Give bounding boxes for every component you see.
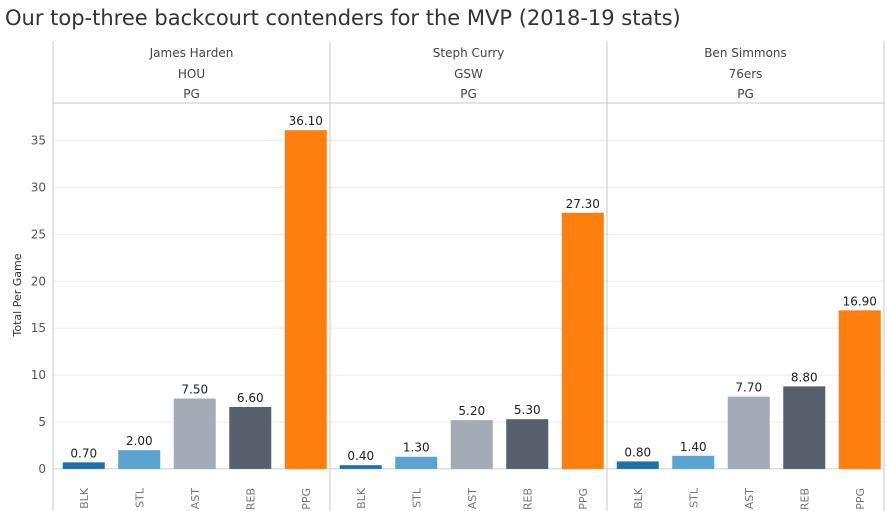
x-category-label: REB <box>521 488 534 510</box>
x-category-label: AST <box>466 488 479 510</box>
data-label: 5.30 <box>514 403 541 417</box>
x-category-label: STL <box>410 487 423 508</box>
data-label: 7.50 <box>181 383 208 397</box>
data-label: 1.40 <box>680 440 707 454</box>
data-label: 27.30 <box>566 197 600 211</box>
y-tick-label: 25 <box>31 227 46 241</box>
panel-frames <box>52 41 885 511</box>
x-category-label: PPG <box>854 488 867 510</box>
x-category-label: PPG <box>577 488 590 510</box>
panel-header-position: PG <box>460 87 477 101</box>
bar-reb <box>506 419 549 469</box>
x-category-label: PPG <box>300 488 313 510</box>
x-category-label: BLK <box>632 487 645 509</box>
bar-ast <box>173 398 216 469</box>
panel-header-team: 76ers <box>729 67 763 81</box>
panel-header-team: GSW <box>454 67 483 81</box>
bar-reb <box>783 386 826 469</box>
data-label: 36.10 <box>289 114 323 128</box>
panel-header-position: PG <box>737 87 754 101</box>
x-category-label: REB <box>244 488 257 510</box>
bar-ppg <box>284 130 327 469</box>
x-category-label: AST <box>743 488 756 510</box>
data-label: 2.00 <box>126 434 153 448</box>
panel-header-player: James Harden <box>149 46 234 60</box>
chart-title: Our top-three backcourt contenders for t… <box>5 6 681 30</box>
x-category-label: BLK <box>355 487 368 509</box>
bar-ast <box>727 396 770 469</box>
panel-header-player: Ben Simmons <box>704 46 787 60</box>
panel-header-position: PG <box>183 87 200 101</box>
y-axis-title: Total Per Game <box>11 253 24 337</box>
bar-stl <box>672 455 715 469</box>
data-label: 0.40 <box>347 449 374 463</box>
data-label: 1.30 <box>403 441 430 455</box>
data-label: 8.80 <box>791 370 818 384</box>
bar-ast <box>450 420 493 469</box>
y-axis: 0 5 10 15 20 25 30 35 Total Per Game <box>11 134 46 476</box>
x-category-label: REB <box>798 488 811 510</box>
y-tick-label: 5 <box>38 415 46 429</box>
data-label: 5.20 <box>458 404 485 418</box>
y-tick-label: 0 <box>38 462 46 476</box>
bar-ppg <box>561 212 604 469</box>
panel-headers: James Harden HOU PG Steph Curry GSW PG Ben Sim… <box>149 46 787 101</box>
bar-blk <box>616 461 659 469</box>
y-tick-label: 10 <box>31 368 46 382</box>
x-category-label: AST <box>189 488 202 510</box>
x-category-label: BLK <box>78 487 91 509</box>
y-tick-label: 35 <box>31 134 46 148</box>
data-label: 0.70 <box>70 446 97 460</box>
x-category-label: STL <box>133 487 146 508</box>
bar-blk <box>62 462 105 469</box>
x-category-label: STL <box>687 487 700 508</box>
bars <box>62 130 881 469</box>
data-label: 0.80 <box>624 445 651 459</box>
bar-stl <box>118 450 161 469</box>
data-label: 6.60 <box>237 391 264 405</box>
panel-header-player: Steph Curry <box>433 46 504 60</box>
data-labels: 0.70 2.00 7.50 6.60 36.10 0.40 1.30 5.20 5.30 27.… <box>70 114 877 463</box>
data-label: 7.70 <box>735 381 762 395</box>
bar-blk <box>339 465 382 469</box>
bar-reb <box>229 407 272 469</box>
bar-ppg <box>838 310 881 469</box>
y-tick-label: 15 <box>31 321 46 335</box>
bar-stl <box>395 456 438 469</box>
data-label: 16.90 <box>843 294 877 308</box>
x-axis-categories: BLK STL AST REB PPG BLK STL AST REB PPG BLK STL AST R… <box>78 487 867 510</box>
y-tick-label: 30 <box>31 180 46 194</box>
y-tick-label: 20 <box>31 274 46 288</box>
panel-header-team: HOU <box>178 67 205 81</box>
